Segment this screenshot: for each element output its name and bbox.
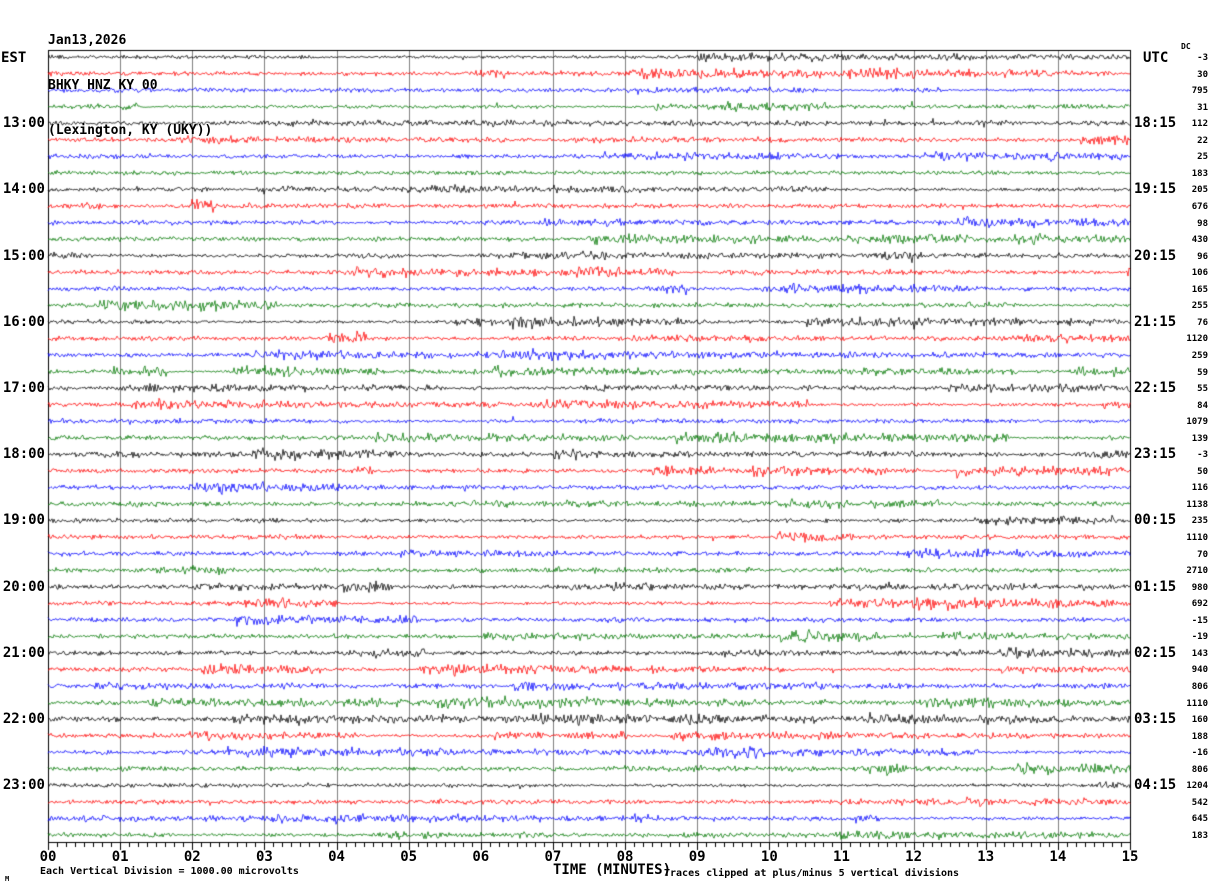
dc-offset-value: 50 — [1197, 466, 1208, 477]
dc-offset-value: 188 — [1191, 731, 1208, 742]
dc-offset-value: 1138 — [1186, 499, 1208, 510]
utc-hour-label: 04:15 — [1134, 777, 1177, 794]
utc-hour-label: 01:15 — [1134, 578, 1177, 595]
dc-offset-value: 940 — [1191, 665, 1208, 676]
dc-offset-value: 259 — [1191, 350, 1208, 361]
est-hour-label: 22:00 — [2, 711, 45, 728]
dc-offset-value: 235 — [1191, 516, 1208, 527]
dc-offset-value: 1110 — [1186, 533, 1208, 544]
dc-offset-value: 76 — [1197, 317, 1208, 328]
dc-offset-value: 255 — [1191, 301, 1208, 312]
utc-hour-label: 02:15 — [1134, 644, 1177, 661]
utc-hour-label: 03:15 — [1134, 711, 1177, 728]
dc-offset-value: 106 — [1191, 268, 1208, 279]
x-axis-tick-label: 14 — [1049, 849, 1067, 865]
est-hour-label: 19:00 — [2, 512, 45, 529]
dc-offset-value: 165 — [1191, 284, 1208, 295]
utc-hour-label: 22:15 — [1134, 380, 1177, 397]
x-axis-tick-label: 06 — [472, 849, 490, 865]
x-axis-tick-label: 12 — [905, 849, 923, 865]
dc-offset-value: 676 — [1191, 201, 1208, 212]
est-hour-label: 20:00 — [2, 578, 45, 595]
x-axis-tick-label: 09 — [688, 849, 706, 865]
x-axis-tick-label: 13 — [977, 849, 995, 865]
dc-offset-value: 98 — [1197, 218, 1208, 229]
x-axis-tick-label: 01 — [111, 849, 129, 865]
dc-offset-value: 30 — [1197, 69, 1208, 80]
x-axis-tick-label: 03 — [255, 849, 273, 865]
dc-offset-value: 806 — [1191, 764, 1208, 775]
x-axis-tick-label: 02 — [183, 849, 201, 865]
dc-offset-value: 22 — [1197, 135, 1208, 146]
dc-offset-value: 1079 — [1186, 417, 1208, 428]
dc-offset-value: 143 — [1191, 648, 1208, 659]
x-axis-tick-label: 10 — [760, 849, 778, 865]
dc-offset-value: 59 — [1197, 367, 1208, 378]
x-axis-tick-label: 08 — [616, 849, 634, 865]
dc-offset-value: 183 — [1191, 830, 1208, 841]
x-axis-tick-label: 11 — [833, 849, 850, 865]
dc-offset-value: 112 — [1191, 119, 1208, 130]
x-axis-tick-label: 05 — [400, 849, 418, 865]
est-hour-label: 17:00 — [2, 380, 45, 397]
utc-hour-label: 00:15 — [1134, 512, 1177, 529]
dc-offset-column-header: DC — [1181, 42, 1191, 51]
header-date: Jan13,2026 — [48, 33, 127, 48]
utc-hour-label: 23:15 — [1134, 446, 1177, 463]
dc-offset-value: 980 — [1191, 582, 1208, 593]
est-hour-label: 15:00 — [2, 247, 45, 264]
x-axis-tick-label: 00 — [39, 849, 57, 865]
est-hour-label: 18:00 — [2, 446, 45, 463]
est-hour-label: 16:00 — [2, 313, 45, 330]
dc-offset-value: -3 — [1197, 53, 1208, 63]
dc-offset-value: 806 — [1191, 682, 1208, 692]
utc-hour-label: 19:15 — [1134, 181, 1177, 198]
header-station-location: (Lexington, KY (UKY)) — [48, 123, 213, 138]
left-timezone-label: EST — [1, 50, 27, 66]
dc-offset-value: 2710 — [1186, 566, 1208, 577]
est-hour-label: 23:00 — [2, 777, 45, 794]
utc-hour-label: 18:15 — [1134, 115, 1177, 132]
dc-offset-value: -16 — [1191, 748, 1208, 759]
vertical-scale-note: Each Vertical Division = 1000.00 microvo… — [40, 866, 299, 877]
dc-offset-value: 430 — [1191, 235, 1208, 246]
x-axis-tick-label: 07 — [544, 849, 562, 865]
dc-offset-value: 645 — [1191, 814, 1208, 825]
x-axis-title: TIME (MINUTES) — [553, 862, 672, 878]
est-hour-label: 13:00 — [2, 115, 45, 132]
header-station-code: BHKY HNZ KY 00 — [48, 78, 158, 93]
dc-offset-value: 692 — [1191, 599, 1208, 610]
utc-hour-label: 21:15 — [1134, 313, 1177, 330]
dc-offset-value: -3 — [1197, 450, 1208, 461]
dc-offset-value: 84 — [1197, 400, 1208, 411]
dc-offset-value: 31 — [1197, 102, 1208, 113]
plot-header: Jan13,2026 BHKY HNZ KY 00 (Lexington, KY… — [48, 3, 212, 168]
dc-offset-value: 542 — [1191, 797, 1208, 808]
est-hour-label: 21:00 — [2, 644, 45, 661]
dc-offset-value: -15 — [1191, 615, 1208, 626]
dc-offset-value: 205 — [1191, 185, 1208, 196]
dc-offset-value: 1110 — [1186, 698, 1208, 709]
corner-mark: M — [5, 875, 10, 883]
dc-offset-value: 795 — [1191, 86, 1208, 97]
dc-offset-value: 1204 — [1186, 781, 1208, 792]
dc-offset-value: 25 — [1197, 152, 1208, 163]
dc-offset-value: 160 — [1191, 715, 1208, 726]
trace-clipping-note: Traces clipped at plus/minus 5 vertical … — [664, 868, 960, 879]
dc-offset-value: -19 — [1191, 632, 1208, 643]
x-axis-tick-label: 04 — [328, 849, 345, 865]
dc-offset-value: 139 — [1191, 433, 1208, 444]
est-hour-label: 14:00 — [2, 181, 45, 198]
dc-offset-value: 116 — [1191, 483, 1208, 494]
x-axis-tick-label: 15 — [1121, 849, 1139, 865]
dc-offset-value: 55 — [1197, 384, 1208, 395]
right-timezone-label: UTC — [1143, 50, 1169, 66]
dc-offset-value: 1120 — [1186, 334, 1208, 345]
dc-offset-value: 96 — [1197, 251, 1208, 262]
dc-offset-value: 183 — [1191, 168, 1208, 179]
dc-offset-value: 70 — [1197, 549, 1208, 560]
utc-hour-label: 20:15 — [1134, 247, 1177, 264]
